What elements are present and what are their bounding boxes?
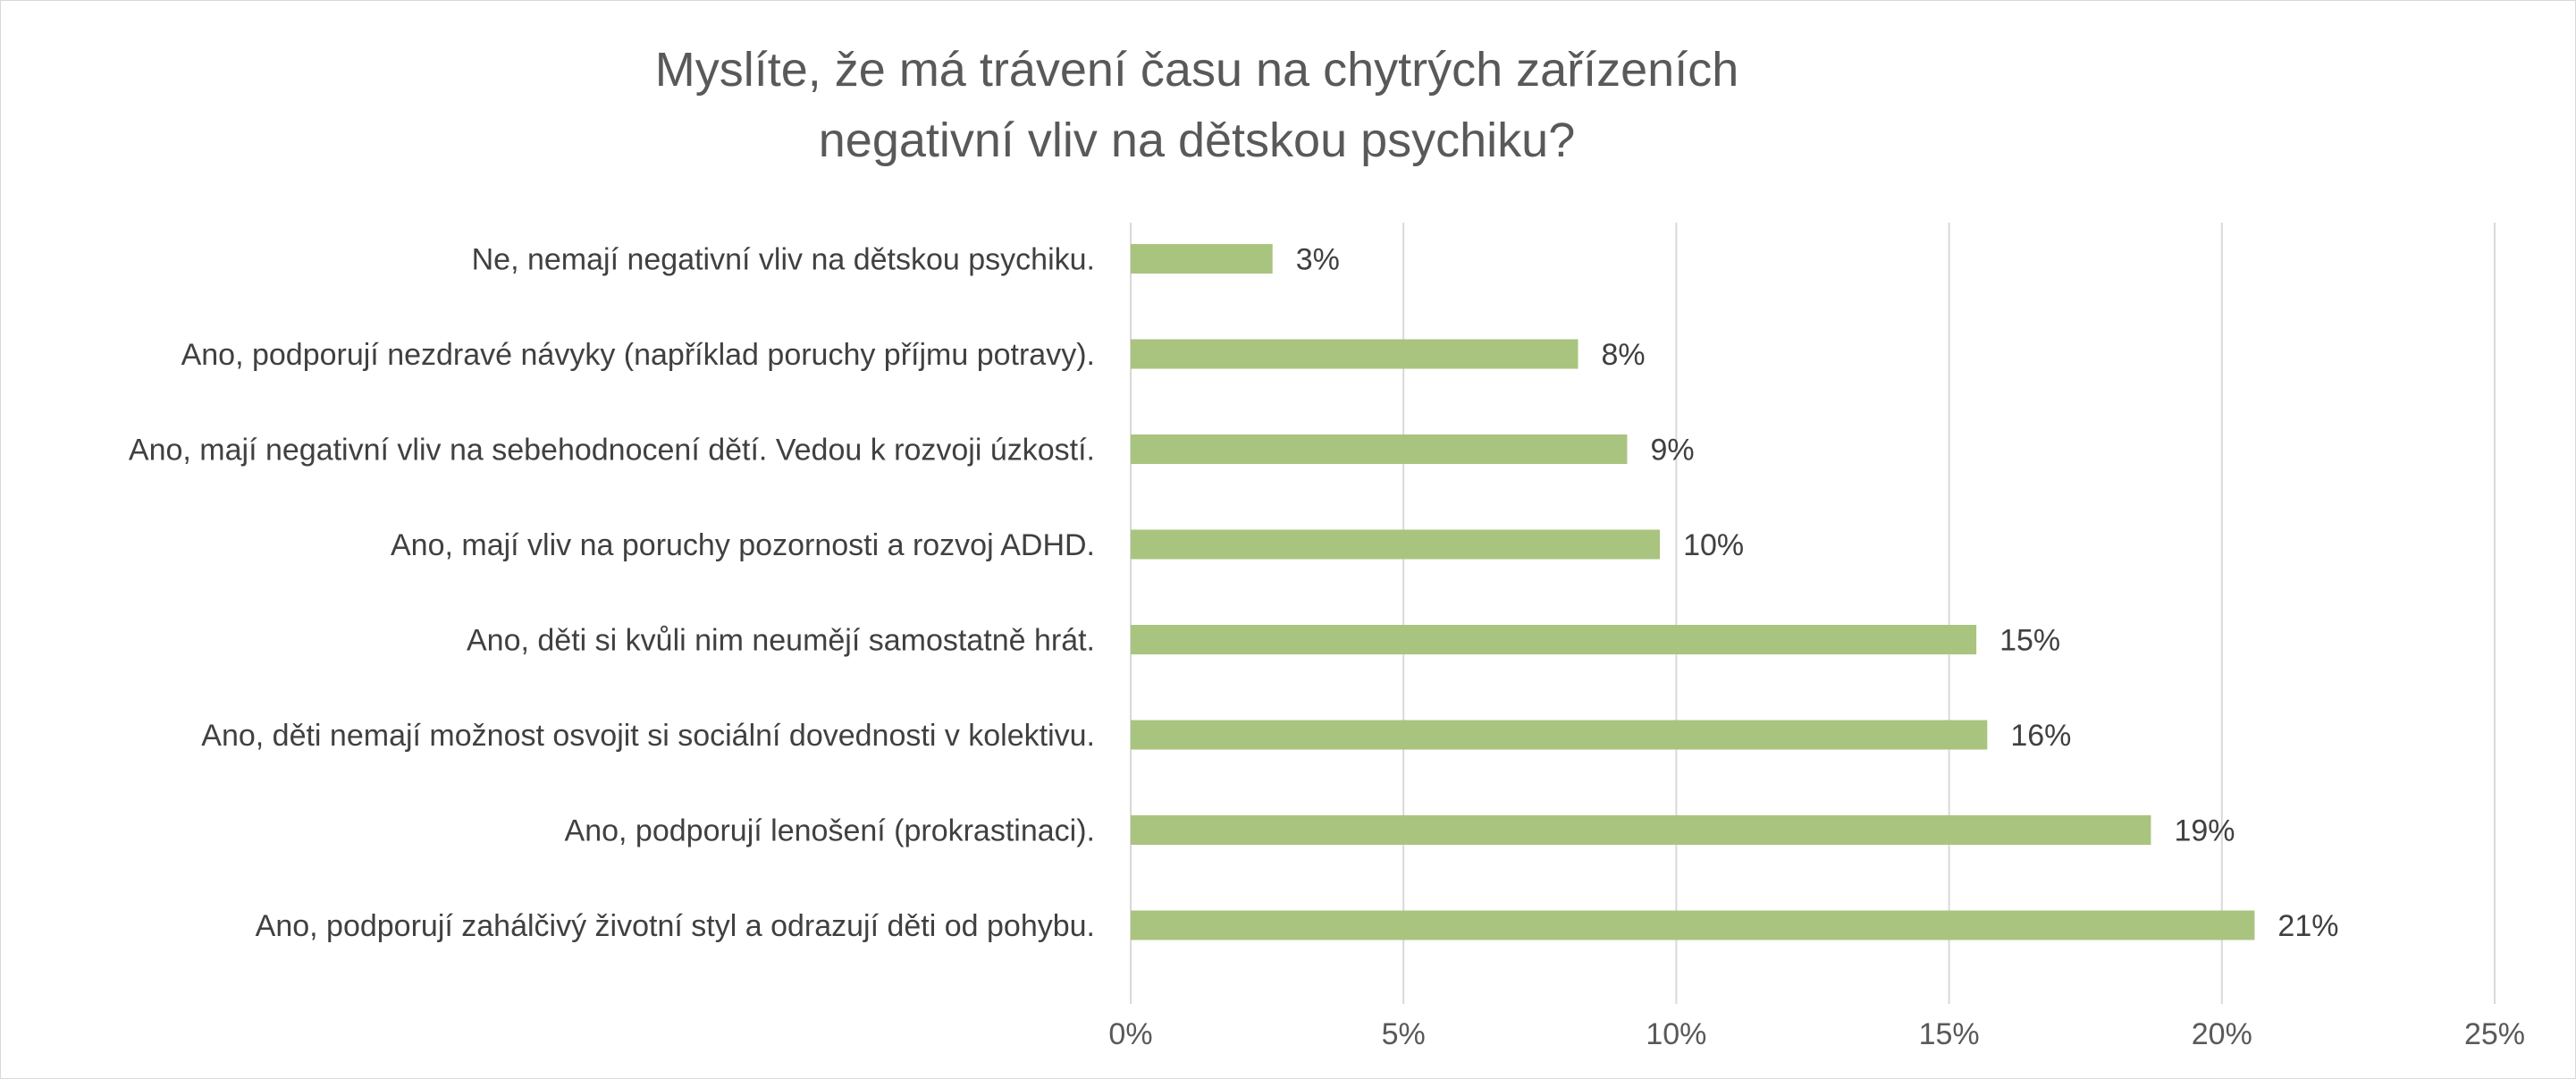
x-axis-tick-labels: 0% 5% 10% 15% 20% 25% [1108, 1017, 2525, 1051]
x-tick-label: 0% [1108, 1017, 1152, 1051]
data-label: 15% [1999, 624, 2060, 658]
category-label: Ano, mají vliv na poruchy pozornosti a r… [391, 528, 1095, 562]
data-label: 19% [2174, 814, 2235, 848]
bar [1131, 434, 1628, 464]
chart-title: Myslíte, že má trávení času na chytrých … [655, 43, 1738, 167]
data-label: 9% [1650, 434, 1694, 468]
data-labels: 3% 8% 9% 10% 15% 16% 19% 21% [1296, 243, 2339, 944]
x-tick-label: 25% [2464, 1017, 2525, 1051]
category-label: Ne, nemají negativní vliv na dětskou psy… [472, 243, 1095, 277]
data-label: 3% [1296, 243, 1340, 277]
x-tick-label: 15% [1919, 1017, 1980, 1051]
data-label: 16% [2010, 719, 2071, 753]
category-label: Ano, podporují zahálčivý životní styl a … [256, 909, 1095, 943]
bar [1131, 529, 1661, 560]
bar [1131, 244, 1273, 274]
bar [1131, 910, 2255, 940]
bars [1131, 244, 2255, 940]
bar [1131, 625, 1977, 654]
bar [1131, 815, 2151, 845]
x-tick-label: 5% [1382, 1017, 1426, 1051]
x-tick-label: 10% [1646, 1017, 1706, 1051]
category-label: Ano, podporují lenošení (prokrastinaci). [565, 814, 1095, 848]
chart-title-line-2: negativní vliv na dětskou psychiku? [819, 114, 1576, 167]
category-label: Ano, mají negativní vliv na sebehodnocen… [129, 434, 1095, 468]
data-label: 21% [2277, 909, 2338, 943]
data-label: 8% [1602, 338, 1646, 372]
category-labels: Ne, nemají negativní vliv na dětskou psy… [129, 243, 1095, 944]
bar [1131, 339, 1578, 369]
x-tick-label: 20% [2192, 1017, 2252, 1051]
category-label: Ano, podporují nezdravé návyky (napříkla… [181, 338, 1095, 372]
bar [1131, 720, 1988, 750]
chart-title-line-1: Myslíte, že má trávení času na chytrých … [655, 43, 1738, 97]
category-label: Ano, děti nemají možnost osvojit si soci… [201, 719, 1095, 753]
category-label: Ano, děti si kvůli nim neumějí samostatn… [467, 624, 1095, 658]
data-label: 10% [1683, 528, 1744, 562]
